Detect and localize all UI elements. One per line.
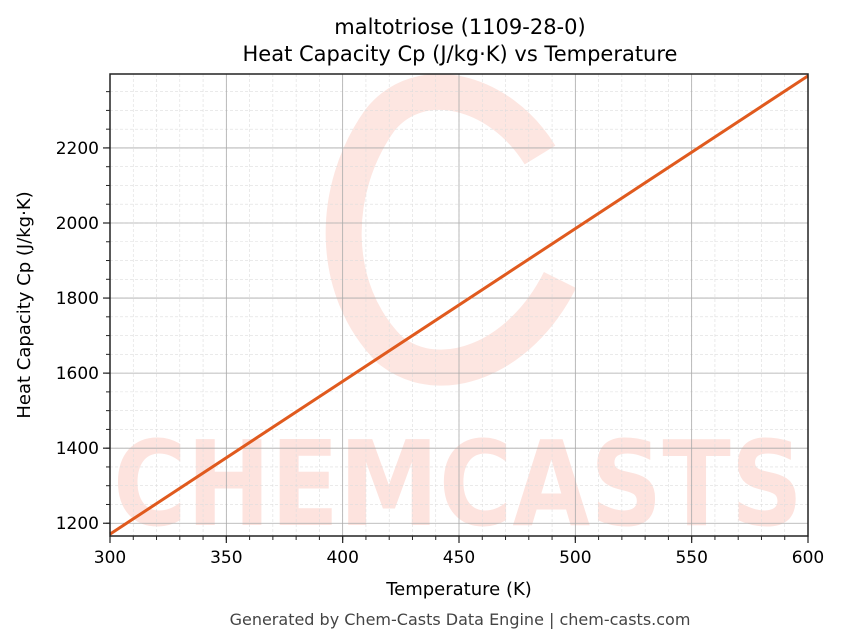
x-axis-label: Temperature (K) [385,579,532,600]
chart-subtitle: Heat Capacity Cp (J/kg·K) vs Temperature [243,42,678,66]
series-line [109,74,809,536]
x-tick-label: 400 [326,548,358,568]
x-tick-label: 500 [559,548,591,568]
chart-title: maltotriose (1109-28-0) [334,15,585,39]
x-tick-label: 300 [94,548,126,568]
x-tick-label: 550 [675,548,707,568]
y-tick-label: 1600 [56,364,99,384]
y-tick-label: 1200 [56,514,99,534]
y-tick-label: 1800 [56,289,99,309]
x-tick-label: 350 [210,548,242,568]
x-tick-label: 600 [792,548,824,568]
x-tick-label: 450 [443,548,475,568]
y-axis-label: Heat Capacity Cp (J/kg·K) [14,191,35,418]
svg-text:CHEMCASTS: CHEMCASTS [113,415,803,553]
watermark: CHEMCASTS [113,74,803,553]
footer: Generated by Chem-Casts Data Engine | ch… [230,610,691,629]
y-tick-label: 2200 [56,139,99,159]
y-tick-label: 1400 [56,439,99,459]
y-tick-label: 2000 [56,214,99,234]
